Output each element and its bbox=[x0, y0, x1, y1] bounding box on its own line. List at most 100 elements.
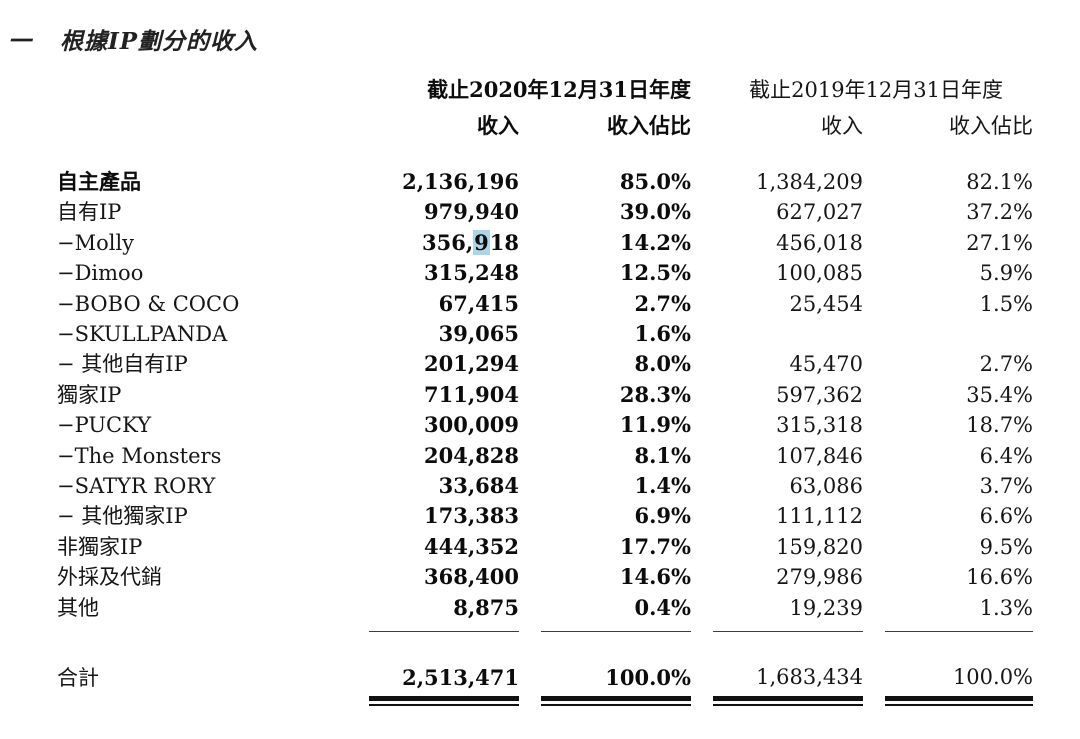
double-rule bbox=[519, 693, 691, 709]
cell-rev-2020: 444,352 bbox=[424, 533, 519, 559]
table-row: −SATYR RORY 33,684 1.4% 63,086 3.7% bbox=[57, 471, 1033, 501]
table-row: 其他 8,875 0.4% 19,239 1.3% bbox=[57, 593, 1033, 623]
total-label: 合計 bbox=[57, 666, 99, 691]
section-title: 一 根據IP劃分的收入 bbox=[8, 22, 1080, 55]
header-spacer bbox=[57, 140, 1033, 167]
cell-rev-2019: 25,454 bbox=[789, 291, 863, 316]
cell-rev-2020: 201,294 bbox=[424, 351, 519, 377]
cell-share-2020: 1.6% bbox=[634, 321, 692, 347]
cell-share-2020: 28.3% bbox=[619, 381, 691, 407]
cell-share-2020: 85.0% bbox=[619, 169, 691, 194]
total-rev-2020: 2,513,471 bbox=[402, 664, 519, 690]
col-header-2019-revenue: 收入 bbox=[821, 114, 863, 138]
cell-rev-2019: 111,112 bbox=[776, 504, 863, 529]
cell-rev-2020: 204,828 bbox=[424, 442, 519, 468]
column-rule bbox=[863, 623, 1034, 635]
report-page: 一 根據IP劃分的收入 截止2020年12月31日年度 截止2019年12月31… bbox=[0, 22, 1080, 709]
table-row: −PUCKY 300,009 11.9% 315,318 18.7% bbox=[57, 410, 1033, 440]
row-label: −SATYR RORY bbox=[57, 474, 216, 499]
table-row: −Dimoo 315,248 12.5% 100,085 5.9% bbox=[57, 258, 1033, 288]
cell-rev-2020: 173,383 bbox=[424, 503, 519, 529]
cell-rev-2020: 979,940 bbox=[424, 199, 519, 225]
table-row: −The Monsters 204,828 8.1% 107,846 6.4% bbox=[57, 441, 1033, 471]
cell-share-2020: 14.6% bbox=[619, 564, 691, 590]
row-label: 獨家IP bbox=[57, 382, 122, 407]
subtotal-rule-row bbox=[57, 623, 1034, 635]
row-label: −PUCKY bbox=[57, 413, 152, 438]
cell-share-2020: 39.0% bbox=[619, 199, 691, 225]
empty-cell bbox=[57, 623, 369, 635]
row-label: 自主產品 bbox=[57, 169, 141, 194]
cell-rev-2019: 627,027 bbox=[776, 200, 863, 225]
col-header-2019-share: 收入佔比 bbox=[949, 114, 1034, 138]
cell-rev-2020: 300,009 bbox=[424, 412, 519, 438]
cell-share-2019: 16.6% bbox=[966, 565, 1034, 590]
cell-share-2019: 37.2% bbox=[966, 200, 1034, 225]
cell-rev-2020: 67,415 bbox=[438, 290, 519, 316]
cell-rev-2020: 315,248 bbox=[424, 260, 519, 286]
cell-rev-2019: 45,470 bbox=[789, 352, 863, 377]
table-row: −SKULLPANDA 39,065 1.6% bbox=[57, 319, 1033, 349]
cell-rev-2019: 456,018 bbox=[776, 230, 863, 255]
row-label: −Dimoo bbox=[57, 261, 144, 286]
cell-share-2020: 8.1% bbox=[634, 442, 692, 468]
cell-share-2019: 1.5% bbox=[979, 291, 1034, 316]
total-double-rule-row bbox=[57, 693, 1034, 709]
table-row: 獨家IP 711,904 28.3% 597,362 35.4% bbox=[57, 380, 1033, 410]
row-label: −The Monsters bbox=[57, 443, 222, 468]
cell-share-2020: 1.4% bbox=[634, 473, 692, 499]
table-row: − 其他獨家IP 173,383 6.9% 111,112 6.6% bbox=[57, 501, 1033, 531]
table-row: −Molly 356,918 14.2% 456,018 27.1% bbox=[57, 228, 1033, 258]
cell-rev-2019: 315,318 bbox=[776, 413, 863, 438]
row-label: −BOBO & COCO bbox=[57, 291, 240, 316]
cell-share-2020: 6.9% bbox=[634, 503, 692, 529]
cell-share-2019: 6.6% bbox=[979, 504, 1034, 529]
column-rule bbox=[369, 623, 519, 635]
cell-rev-2020: 711,904 bbox=[424, 381, 519, 407]
cell-share-2019: 27.1% bbox=[966, 230, 1034, 255]
row-label: 自有IP bbox=[57, 200, 122, 225]
col-header-2020-revenue: 收入 bbox=[477, 113, 519, 138]
cell-rev-2020: 33,684 bbox=[438, 473, 519, 499]
total-share-2019: 100.0% bbox=[952, 665, 1034, 690]
cell-rev-2019 bbox=[691, 319, 863, 349]
section-marker: 一 bbox=[8, 28, 31, 55]
cell-rev-2020: 8,875 bbox=[453, 594, 519, 620]
cell-rev-2019: 100,085 bbox=[776, 261, 863, 286]
cell-rev-2019: 1,384,209 bbox=[756, 170, 863, 194]
cell-rev-2019: 279,986 bbox=[776, 565, 863, 590]
total-rev-2019: 1,683,434 bbox=[756, 665, 863, 690]
total-share-2020: 100.0% bbox=[605, 664, 691, 690]
cell-rev-2020: 368,400 bbox=[424, 564, 519, 590]
cell-share-2020: 8.0% bbox=[634, 351, 692, 377]
column-rule bbox=[691, 623, 863, 635]
cell-rev-2019: 63,086 bbox=[789, 474, 863, 499]
table-row: 自主產品 2,136,196 85.0% 1,384,209 82.1% bbox=[57, 167, 1033, 197]
cell-rev-2020: 2,136,196 bbox=[402, 169, 519, 194]
cell-rev-2019: 597,362 bbox=[776, 382, 863, 407]
total-gap-row bbox=[57, 635, 1033, 661]
cell-share-2019: 9.5% bbox=[979, 534, 1034, 559]
cell-rev-2019: 19,239 bbox=[789, 595, 863, 620]
empty-cell bbox=[57, 54, 369, 104]
cell-share-2019: 18.7% bbox=[966, 413, 1034, 438]
row-label: 其他 bbox=[57, 595, 99, 620]
cell-share-2020: 11.9% bbox=[619, 412, 691, 438]
double-rule bbox=[691, 693, 863, 709]
col-header-2020-share: 收入佔比 bbox=[607, 113, 691, 138]
cell-share-2019: 2.7% bbox=[979, 352, 1034, 377]
cell-share-2019: 82.1% bbox=[966, 170, 1034, 194]
empty-cell bbox=[57, 693, 369, 709]
cell-share-2020: 17.7% bbox=[619, 533, 691, 559]
row-label: −SKULLPANDA bbox=[57, 322, 228, 347]
column-rule bbox=[519, 623, 691, 635]
cell-share-2020: 2.7% bbox=[634, 290, 692, 316]
cell-share-2019: 3.7% bbox=[979, 474, 1034, 499]
table-row: − 其他自有IP 201,294 8.0% 45,470 2.7% bbox=[57, 349, 1033, 379]
double-rule bbox=[369, 693, 519, 709]
cell-rev-2019: 159,820 bbox=[776, 534, 863, 559]
row-label: 非獨家IP bbox=[57, 534, 143, 559]
col-group-2020: 截止2020年12月31日年度 bbox=[427, 77, 691, 102]
empty-cell bbox=[57, 104, 369, 140]
cell-rev-2020: 356,918 bbox=[421, 229, 519, 255]
